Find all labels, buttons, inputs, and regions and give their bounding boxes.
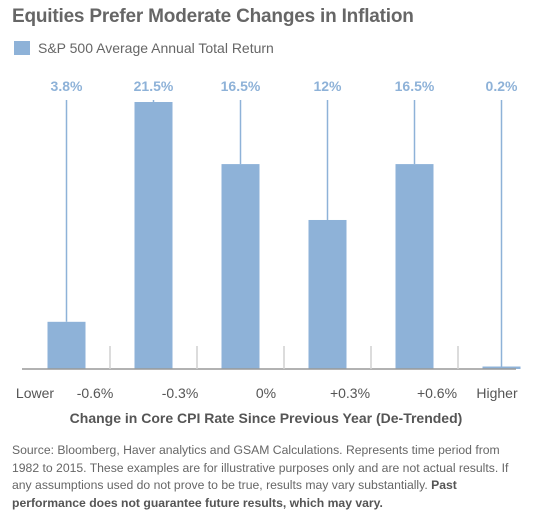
disclaimer-text: Past performance does not guarantee futu… — [12, 478, 457, 510]
x-axis-tick-labels: Lower -0.6% -0.3% 0% +0.3% +0.6% Higher — [16, 385, 518, 401]
x-tick-label: -0.6% — [77, 385, 114, 401]
x-tick-label: Higher — [476, 385, 518, 401]
legend-swatch — [14, 41, 30, 55]
bar — [482, 366, 521, 369]
data-label: 0.2% — [486, 78, 518, 94]
data-label: 16.5% — [395, 78, 435, 94]
data-label: 12% — [313, 78, 342, 94]
x-tick-label: -0.3% — [162, 385, 199, 401]
source-text: Source: Bloomberg, Haver analytics and G… — [12, 443, 509, 492]
x-tick-label: 0% — [256, 385, 276, 401]
data-label: 21.5% — [134, 78, 174, 94]
bar — [308, 219, 347, 369]
bar — [47, 321, 86, 369]
x-tick-label: +0.3% — [330, 385, 370, 401]
data-label: 3.8% — [51, 78, 83, 94]
bar — [395, 164, 434, 369]
x-tick-label: Lower — [16, 385, 54, 401]
x-axis-title: Change in Core CPI Rate Since Previous Y… — [70, 410, 463, 426]
bar — [134, 102, 173, 369]
x-tick-label: +0.6% — [417, 385, 457, 401]
data-label: 16.5% — [221, 78, 261, 94]
x-axis-ticks — [109, 346, 459, 369]
bar — [221, 164, 260, 369]
chart-title: Equities Prefer Moderate Changes in Infl… — [12, 6, 414, 27]
legend-label: S&P 500 Average Annual Total Return — [38, 40, 274, 56]
value-leader-lines — [65, 100, 503, 367]
source-note: Source: Bloomberg, Haver analytics and G… — [12, 442, 528, 512]
legend: S&P 500 Average Annual Total Return — [14, 40, 274, 56]
data-labels: 3.8% 21.5% 16.5% 12% 16.5% 0.2% — [51, 78, 518, 94]
bars — [47, 102, 521, 369]
bar-chart: 3.8% 21.5% 16.5% 12% 16.5% 0.2% Lower -0.6% -0.… — [16, 78, 521, 426]
